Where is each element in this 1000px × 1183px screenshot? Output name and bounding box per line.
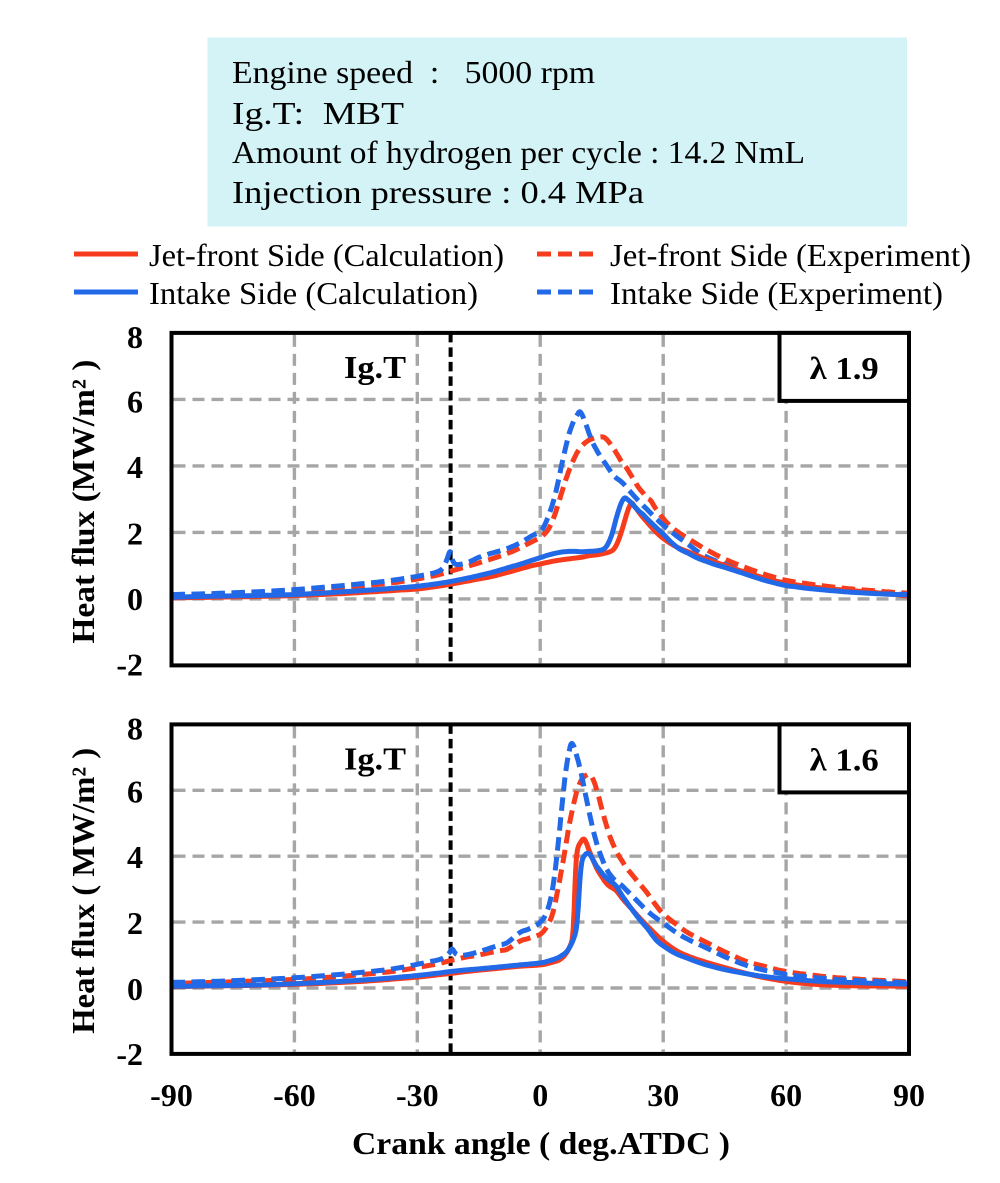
svg-text:0: 0 <box>532 1077 548 1113</box>
svg-text:6: 6 <box>127 773 143 809</box>
svg-text:0: 0 <box>127 581 143 617</box>
svg-text:Intake Side (Calculation): Intake Side (Calculation) <box>149 275 478 311</box>
svg-text:8: 8 <box>127 319 143 355</box>
svg-text:6: 6 <box>127 383 143 419</box>
svg-text:Injection pressure : 0.4 MPa: Injection pressure : 0.4 MPa <box>232 174 644 210</box>
svg-text:-30: -30 <box>396 1077 439 1113</box>
svg-text:λ 1.9: λ 1.9 <box>810 350 879 386</box>
svg-text:Heat flux ( MW/m² ): Heat flux ( MW/m² ) <box>65 748 101 1034</box>
svg-text:-60: -60 <box>273 1077 316 1113</box>
svg-text:Ig.T: Ig.T <box>344 740 406 776</box>
svg-text:60: 60 <box>770 1077 802 1113</box>
svg-text:-90: -90 <box>150 1077 193 1113</box>
svg-text:30: 30 <box>647 1077 679 1113</box>
svg-text:λ 1.6: λ 1.6 <box>810 741 879 777</box>
svg-text:2: 2 <box>127 905 143 941</box>
svg-text:0: 0 <box>127 971 143 1007</box>
svg-text:Ig.T: Ig.T <box>344 349 406 385</box>
svg-text:4: 4 <box>127 839 143 875</box>
svg-text:8: 8 <box>127 710 143 746</box>
svg-text:Heat flux (MW/m² ): Heat flux (MW/m² ) <box>65 360 101 644</box>
svg-text:Jet-front Side (Experiment): Jet-front Side (Experiment) <box>610 237 971 273</box>
svg-text:90: 90 <box>893 1077 925 1113</box>
svg-text:4: 4 <box>127 449 143 485</box>
svg-text:2: 2 <box>127 515 143 551</box>
svg-text:-2: -2 <box>116 1036 143 1072</box>
svg-text:Ig.T: MBT: Ig.T: MBT <box>232 95 405 131</box>
svg-text:Amount of hydrogen per cycle :: Amount of hydrogen per cycle : 14.2 NmL <box>232 134 805 170</box>
svg-text:Jet-front Side (Calculation): Jet-front Side (Calculation) <box>149 237 504 273</box>
svg-text:Intake Side (Experiment): Intake Side (Experiment) <box>610 275 943 311</box>
svg-text:-2: -2 <box>116 646 143 682</box>
svg-text:Engine speed : 5000 rpm: Engine speed : 5000 rpm <box>232 54 595 90</box>
svg-text:Crank angle ( deg.ATDC ): Crank angle ( deg.ATDC ) <box>352 1125 730 1161</box>
